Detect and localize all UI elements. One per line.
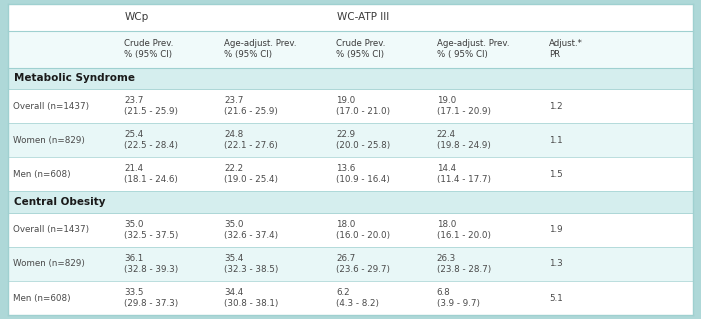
Text: WCp: WCp: [125, 12, 149, 22]
Text: 18.0
(16.0 - 20.0): 18.0 (16.0 - 20.0): [336, 220, 390, 240]
Text: 23.7
(21.5 - 25.9): 23.7 (21.5 - 25.9): [124, 96, 178, 116]
Text: 35.0
(32.5 - 37.5): 35.0 (32.5 - 37.5): [124, 220, 179, 240]
Bar: [8, 123, 693, 157]
Text: 1.1: 1.1: [549, 136, 562, 145]
Text: Metabolic Syndrome: Metabolic Syndrome: [14, 73, 135, 84]
Text: Age-adjust. Prev.
% (95% CI): Age-adjust. Prev. % (95% CI): [224, 39, 297, 59]
Text: Women (n=829): Women (n=829): [13, 136, 85, 145]
Bar: [8, 31, 693, 68]
Text: Crude Prev.
% (95% CI): Crude Prev. % (95% CI): [124, 39, 173, 59]
Text: 19.0
(17.1 - 20.9): 19.0 (17.1 - 20.9): [437, 96, 491, 116]
Text: 22.2
(19.0 - 25.4): 22.2 (19.0 - 25.4): [224, 164, 278, 184]
Text: 33.5
(29.8 - 37.3): 33.5 (29.8 - 37.3): [124, 288, 178, 308]
Bar: [8, 89, 693, 123]
Text: 35.0
(32.6 - 37.4): 35.0 (32.6 - 37.4): [224, 220, 278, 240]
Text: Men (n=608): Men (n=608): [13, 170, 70, 179]
Bar: [8, 281, 693, 315]
Text: Adjust.*
PR: Adjust.* PR: [549, 39, 583, 59]
Text: 6.8
(3.9 - 9.7): 6.8 (3.9 - 9.7): [437, 288, 479, 308]
Bar: [8, 191, 693, 213]
Text: 24.8
(22.1 - 27.6): 24.8 (22.1 - 27.6): [224, 130, 278, 150]
Text: 35.4
(32.3 - 38.5): 35.4 (32.3 - 38.5): [224, 254, 279, 274]
Text: 25.4
(22.5 - 28.4): 25.4 (22.5 - 28.4): [124, 130, 178, 150]
Text: 1.3: 1.3: [549, 259, 563, 269]
Text: Overall (n=1437): Overall (n=1437): [13, 102, 89, 111]
Text: 6.2
(4.3 - 8.2): 6.2 (4.3 - 8.2): [336, 288, 379, 308]
Text: 34.4
(30.8 - 38.1): 34.4 (30.8 - 38.1): [224, 288, 279, 308]
Text: 1.9: 1.9: [549, 225, 562, 234]
Text: Overall (n=1437): Overall (n=1437): [13, 225, 89, 234]
Text: WC-ATP III: WC-ATP III: [337, 12, 390, 22]
Text: Age-adjust. Prev.
% ( 95% CI): Age-adjust. Prev. % ( 95% CI): [437, 39, 509, 59]
Text: 22.9
(20.0 - 25.8): 22.9 (20.0 - 25.8): [336, 130, 390, 150]
Text: Women (n=829): Women (n=829): [13, 259, 85, 269]
Bar: [8, 157, 693, 191]
Text: 21.4
(18.1 - 24.6): 21.4 (18.1 - 24.6): [124, 164, 178, 184]
Text: Crude Prev.
% (95% CI): Crude Prev. % (95% CI): [336, 39, 386, 59]
Text: 18.0
(16.1 - 20.0): 18.0 (16.1 - 20.0): [437, 220, 491, 240]
Text: 5.1: 5.1: [549, 293, 563, 303]
Text: Central Obesity: Central Obesity: [14, 197, 106, 207]
Text: 1.2: 1.2: [549, 102, 562, 111]
Text: 36.1
(32.8 - 39.3): 36.1 (32.8 - 39.3): [124, 254, 178, 274]
Text: 14.4
(11.4 - 17.7): 14.4 (11.4 - 17.7): [437, 164, 491, 184]
Text: Men (n=608): Men (n=608): [13, 293, 70, 303]
Text: 23.7
(21.6 - 25.9): 23.7 (21.6 - 25.9): [224, 96, 278, 116]
Text: 13.6
(10.9 - 16.4): 13.6 (10.9 - 16.4): [336, 164, 390, 184]
Bar: [8, 213, 693, 247]
Bar: [8, 4, 693, 31]
Bar: [8, 68, 693, 89]
Text: 26.7
(23.6 - 29.7): 26.7 (23.6 - 29.7): [336, 254, 390, 274]
Text: 1.5: 1.5: [549, 170, 563, 179]
Text: 26.3
(23.8 - 28.7): 26.3 (23.8 - 28.7): [437, 254, 491, 274]
Text: 22.4
(19.8 - 24.9): 22.4 (19.8 - 24.9): [437, 130, 491, 150]
Text: 19.0
(17.0 - 21.0): 19.0 (17.0 - 21.0): [336, 96, 390, 116]
Bar: [8, 247, 693, 281]
